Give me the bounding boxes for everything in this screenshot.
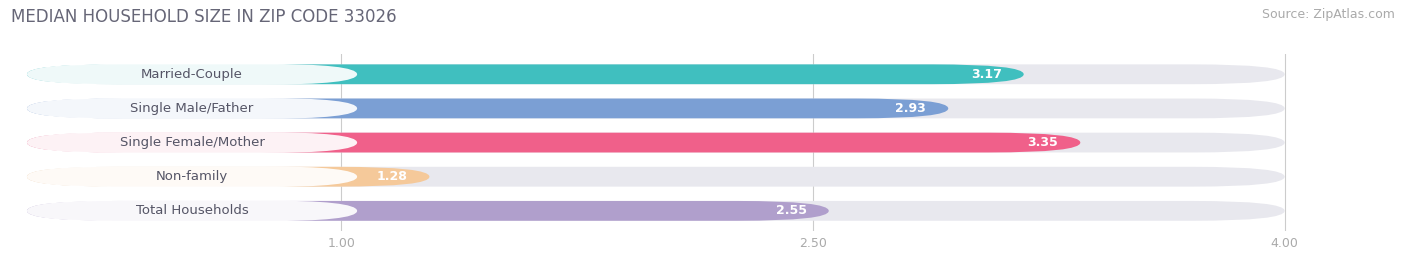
Text: Single Male/Father: Single Male/Father (131, 102, 253, 115)
Text: 3.17: 3.17 (970, 68, 1001, 81)
Text: 2.55: 2.55 (776, 204, 807, 217)
FancyBboxPatch shape (27, 64, 357, 85)
FancyBboxPatch shape (27, 98, 357, 119)
Text: Source: ZipAtlas.com: Source: ZipAtlas.com (1261, 8, 1395, 21)
Text: Single Female/Mother: Single Female/Mother (120, 136, 264, 149)
FancyBboxPatch shape (27, 132, 357, 153)
Text: Married-Couple: Married-Couple (141, 68, 243, 81)
FancyBboxPatch shape (27, 64, 1024, 84)
FancyBboxPatch shape (27, 64, 1285, 84)
FancyBboxPatch shape (27, 201, 1285, 221)
FancyBboxPatch shape (27, 167, 429, 187)
FancyBboxPatch shape (27, 98, 1285, 118)
FancyBboxPatch shape (27, 133, 1285, 153)
Text: Non-family: Non-family (156, 170, 228, 183)
Text: 2.93: 2.93 (896, 102, 927, 115)
Text: 1.28: 1.28 (377, 170, 408, 183)
FancyBboxPatch shape (27, 166, 357, 187)
FancyBboxPatch shape (27, 133, 1080, 153)
FancyBboxPatch shape (27, 201, 828, 221)
FancyBboxPatch shape (27, 200, 357, 221)
FancyBboxPatch shape (27, 167, 1285, 187)
Text: MEDIAN HOUSEHOLD SIZE IN ZIP CODE 33026: MEDIAN HOUSEHOLD SIZE IN ZIP CODE 33026 (11, 8, 396, 26)
Text: Total Households: Total Households (135, 204, 249, 217)
FancyBboxPatch shape (27, 98, 948, 118)
Text: 3.35: 3.35 (1028, 136, 1059, 149)
